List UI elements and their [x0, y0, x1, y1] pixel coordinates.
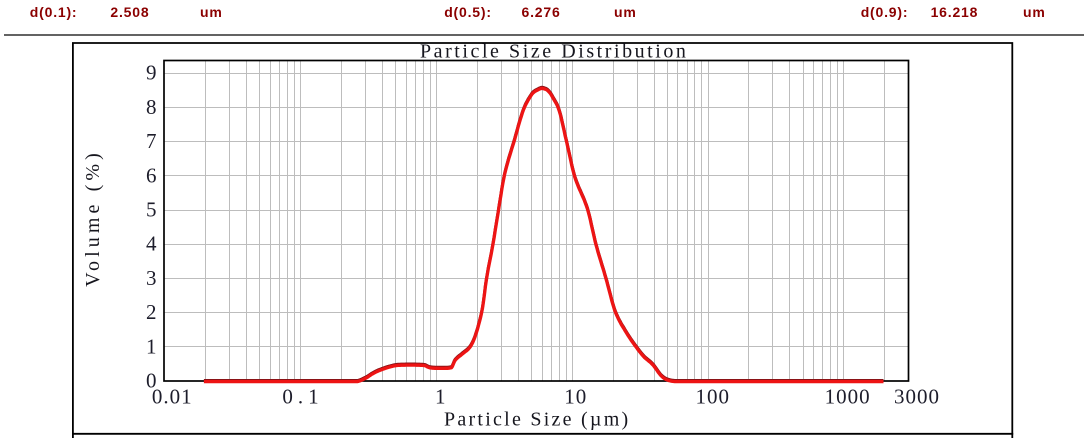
svg-text:100: 100 [696, 385, 731, 409]
svg-text:9: 9 [146, 61, 158, 85]
svg-text:Particle Size Distribution: Particle Size Distribution [420, 41, 689, 63]
svg-text:6: 6 [146, 163, 158, 187]
svg-text:10: 10 [564, 385, 587, 409]
svg-text:0.01: 0.01 [152, 385, 193, 409]
svg-text:1: 1 [146, 334, 158, 358]
svg-text:2: 2 [146, 300, 158, 324]
svg-text:3000: 3000 [894, 385, 940, 409]
svg-text:1000: 1000 [825, 385, 871, 409]
svg-text:7: 7 [146, 129, 158, 153]
svg-text:1: 1 [435, 385, 447, 409]
svg-text:3: 3 [146, 266, 158, 290]
svg-text:8: 8 [146, 95, 158, 119]
svg-text:0: 0 [146, 369, 158, 393]
svg-text:Particle Size (µm): Particle Size (µm) [444, 409, 630, 431]
svg-text:4: 4 [146, 232, 158, 256]
svg-text:5: 5 [146, 198, 158, 222]
svg-text:0.1: 0.1 [282, 385, 323, 409]
svg-text:Volume (%): Volume (%) [82, 149, 104, 287]
